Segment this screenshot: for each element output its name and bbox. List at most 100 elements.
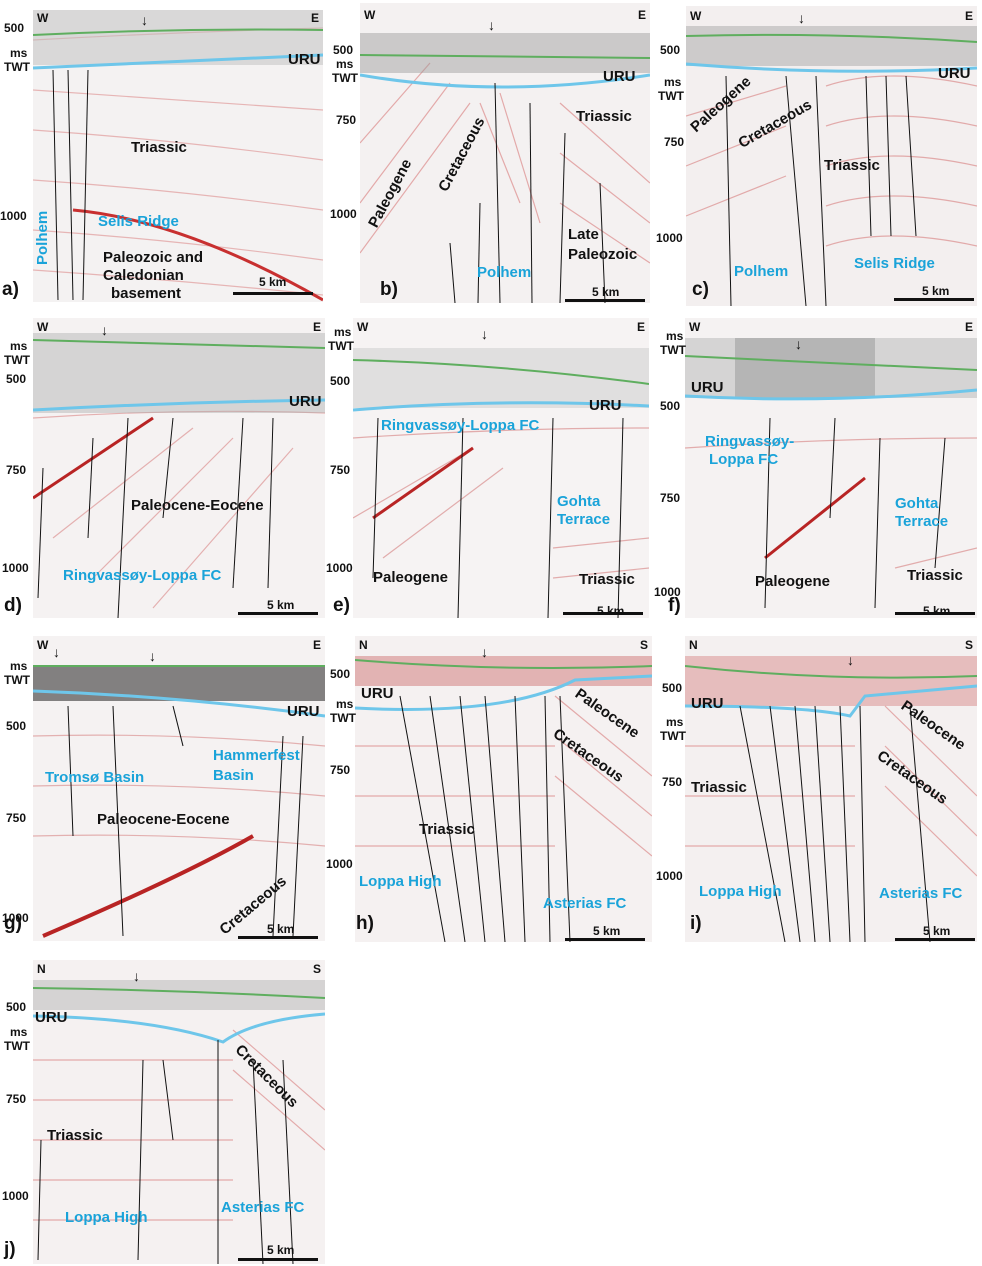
uru-label: URU bbox=[35, 1009, 68, 1026]
geo-label: Paleocene-Eocene bbox=[97, 811, 230, 828]
east-label: S bbox=[964, 638, 973, 652]
scale-bar bbox=[563, 612, 643, 615]
uru-label: URU bbox=[287, 703, 320, 720]
tick-twt: TWT bbox=[4, 60, 30, 74]
geo-label-blue: Ringvassøy-Loppa FC bbox=[63, 567, 222, 584]
tick-500: 500 bbox=[330, 667, 351, 681]
tick-ms: ms bbox=[666, 715, 684, 729]
geo-label-blue: Polhem bbox=[734, 263, 789, 280]
scale-label: 5 km bbox=[593, 924, 621, 938]
scale-bar bbox=[238, 1258, 318, 1261]
geo-label: Triassic bbox=[131, 139, 187, 156]
east-label: E bbox=[964, 320, 973, 334]
geo-label: Paleocene-Eocene bbox=[131, 497, 264, 514]
panel-label: e) bbox=[333, 595, 350, 616]
tick-500: 500 bbox=[660, 399, 681, 413]
panel-h: N S ↓ URU Paleocene Cretaceous Triassic … bbox=[355, 636, 652, 942]
uru-label: URU bbox=[938, 65, 971, 82]
geo-label-blue: Asterias FC bbox=[221, 1199, 305, 1216]
arrow-down-icon: ↓ bbox=[481, 326, 488, 342]
scale-bar bbox=[895, 612, 975, 615]
panel-label: f) bbox=[668, 595, 681, 616]
panel-e: W E ↓ URU Ringvassøy-Loppa FC Gohta Terr… bbox=[353, 318, 649, 618]
panel-label: h) bbox=[356, 913, 374, 934]
panel-label: g) bbox=[4, 913, 22, 934]
tick-ms: ms bbox=[336, 57, 354, 71]
tick-750: 750 bbox=[330, 763, 351, 777]
tick-twt: TWT bbox=[660, 729, 686, 743]
tick-twt: TWT bbox=[4, 673, 30, 687]
tick-ms: ms bbox=[666, 329, 684, 343]
east-label: E bbox=[964, 9, 973, 23]
panel-label: i) bbox=[690, 913, 702, 934]
panel-d: W E ↓ URU Paleocene-Eocene Ringvassøy-Lo… bbox=[33, 318, 325, 618]
tick-twt: TWT bbox=[658, 89, 684, 103]
tick-750: 750 bbox=[660, 491, 681, 505]
tick-ms: ms bbox=[10, 659, 28, 673]
seismic-section-c bbox=[686, 6, 977, 306]
geo-label-blue: Polhem bbox=[34, 210, 51, 265]
geo-label: Triassic bbox=[419, 821, 475, 838]
west-label: N bbox=[359, 638, 368, 652]
geo-label: Paleogene bbox=[373, 569, 449, 586]
panel-a: W E ↓ URU Triassic Selis Ridge Paleozoic… bbox=[33, 10, 323, 302]
tick-ms: ms bbox=[10, 339, 28, 353]
east-label: E bbox=[312, 638, 321, 652]
west-label: W bbox=[357, 320, 369, 334]
tick-1000: 1000 bbox=[326, 561, 353, 575]
geo-label: Triassic bbox=[907, 567, 963, 584]
east-label: S bbox=[312, 962, 321, 976]
geo-label: Late bbox=[568, 226, 599, 243]
seismic-section-f bbox=[685, 318, 977, 618]
panel-label: j) bbox=[4, 1239, 16, 1260]
geo-label-blue: Tromsø Basin bbox=[45, 769, 145, 786]
arrow-down-icon: ↓ bbox=[101, 322, 108, 338]
east-label: E bbox=[310, 11, 319, 25]
panel-c: W E ↓ URU Paleogene Cretaceous Triassic … bbox=[686, 6, 977, 306]
panel-b: W E ↓ URU Triassic Paleogene Cretaceous … bbox=[360, 3, 650, 303]
geo-label: Triassic bbox=[576, 108, 632, 125]
geo-label-blue: Asterias FC bbox=[879, 885, 963, 902]
west-label: W bbox=[364, 8, 376, 22]
geo-label-blue: Gohta bbox=[557, 493, 601, 510]
geo-label-blue: Terrace bbox=[895, 513, 949, 530]
scale-bar bbox=[238, 936, 318, 939]
tick-twt: TWT bbox=[4, 353, 30, 367]
panel-j: N S ↓ URU Cretaceous Triassic Loppa High… bbox=[33, 960, 325, 1264]
uru-label: URU bbox=[288, 51, 321, 68]
tick-twt: TWT bbox=[4, 1039, 30, 1053]
uru-label: URU bbox=[691, 379, 724, 396]
panel-label: c) bbox=[692, 279, 709, 300]
tick-500: 500 bbox=[330, 374, 351, 388]
tick-twt: TWT bbox=[332, 71, 358, 85]
geo-label-blue: Selis Ridge bbox=[98, 213, 179, 230]
seismic-section-i bbox=[685, 636, 977, 942]
arrow-down-icon: ↓ bbox=[53, 644, 60, 660]
west-label: W bbox=[37, 320, 49, 334]
west-label: W bbox=[37, 11, 49, 25]
scale-bar bbox=[565, 938, 645, 941]
scale-bar bbox=[895, 938, 975, 941]
geo-label-blue: Loppa FC bbox=[709, 451, 779, 468]
tick-1000: 1000 bbox=[2, 911, 29, 925]
panel-label: a) bbox=[2, 279, 19, 300]
east-label: E bbox=[637, 8, 646, 22]
tick-twt: TWT bbox=[330, 711, 356, 725]
tick-twt: TWT bbox=[660, 343, 686, 357]
west-label: N bbox=[689, 638, 698, 652]
scale-bar bbox=[233, 292, 313, 295]
panel-label: d) bbox=[4, 595, 22, 616]
tick-1000: 1000 bbox=[656, 869, 683, 883]
geo-label-blue: Ringvassøy- bbox=[705, 433, 795, 450]
geo-label-blue: Loppa High bbox=[699, 883, 782, 900]
geo-label-blue: Loppa High bbox=[359, 873, 442, 890]
seismic-section-d bbox=[33, 318, 325, 618]
tick-1000: 1000 bbox=[330, 207, 357, 221]
scale-label: 5 km bbox=[922, 284, 950, 298]
scale-label: 5 km bbox=[923, 604, 951, 618]
seismic-section-a bbox=[33, 10, 323, 302]
tick-1000: 1000 bbox=[0, 209, 27, 223]
tick-ms: ms bbox=[334, 325, 352, 339]
seismic-section-j bbox=[33, 960, 325, 1264]
scale-label: 5 km bbox=[592, 285, 620, 299]
